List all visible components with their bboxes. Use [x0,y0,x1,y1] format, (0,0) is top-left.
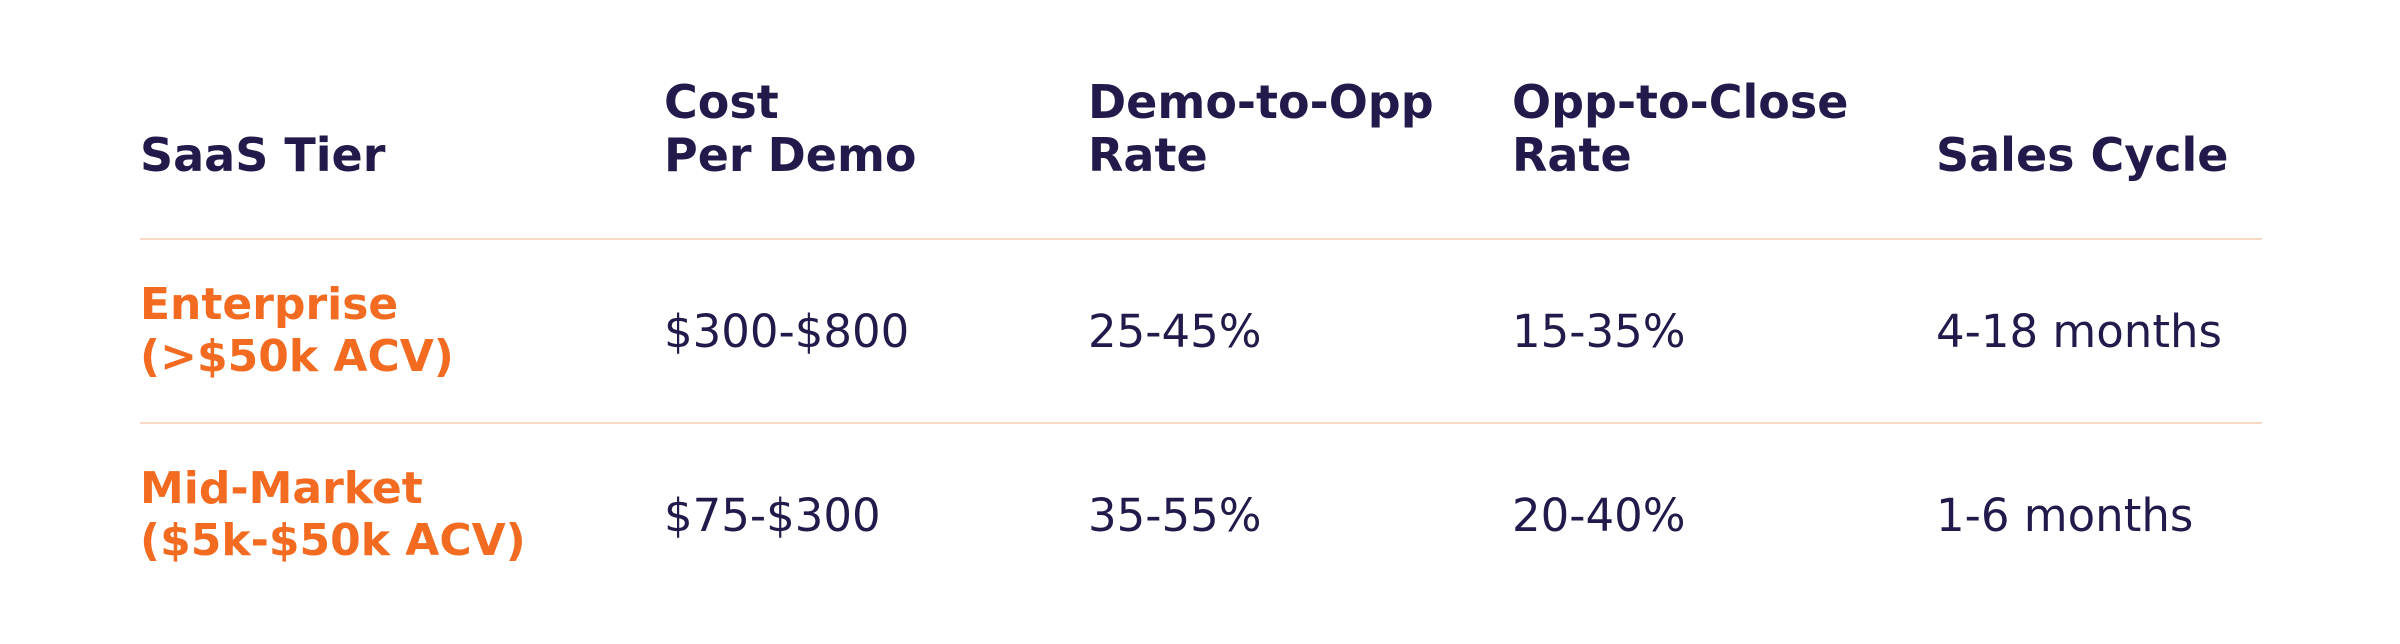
header-line: Demo-to-Opp [1088,75,1434,129]
header-cost-per-demo: Cost Per Demo [664,76,1088,182]
tier-acv: (>$50k ACV) [140,331,454,382]
header-demo-to-opp-rate: Demo-to-Opp Rate [1088,76,1512,182]
demo-to-opp-rate-cell: 25-45% [1088,304,1262,358]
header-line: SaaS Tier [140,128,386,182]
header-line: Cost [664,75,779,129]
tier-cell: Mid-Market ($5k-$50k ACV) [140,463,664,567]
header-line: Sales Cycle [1936,128,2229,182]
demo-to-opp-rate-cell: 35-55% [1088,488,1262,542]
tier-acv: ($5k-$50k ACV) [140,515,526,566]
header-line: Rate [1512,128,1632,182]
table-row-mid-market: Mid-Market ($5k-$50k ACV) $75-$300 35-55… [140,424,2262,606]
table-header-row: SaaS Tier Cost Per Demo Demo-to-Opp Rate… [140,0,2262,238]
cost-per-demo-cell: $75-$300 [664,488,881,542]
tier-cell: Enterprise (>$50k ACV) [140,279,664,383]
row-divider [140,238,2262,240]
tier-name: Enterprise [140,279,399,330]
header-line: Per Demo [664,128,917,182]
header-line: Opp-to-Close [1512,75,1849,129]
header-line: Rate [1088,128,1208,182]
opp-to-close-rate-cell: 15-35% [1512,304,1686,358]
tier-name: Mid-Market [140,463,423,514]
table-row-enterprise: Enterprise (>$50k ACV) $300-$800 25-45% … [140,240,2262,422]
opp-to-close-rate-cell: 20-40% [1512,488,1686,542]
header-opp-to-close-rate: Opp-to-Close Rate [1512,76,1936,182]
header-sales-cycle: Sales Cycle [1936,129,2262,182]
row-divider [140,422,2262,424]
comparison-table: SaaS Tier Cost Per Demo Demo-to-Opp Rate… [140,0,2262,606]
sales-cycle-cell: 4-18 months [1936,304,2222,358]
cost-per-demo-cell: $300-$800 [664,304,910,358]
header-saas-tier: SaaS Tier [140,129,664,182]
sales-cycle-cell: 1-6 months [1936,488,2194,542]
